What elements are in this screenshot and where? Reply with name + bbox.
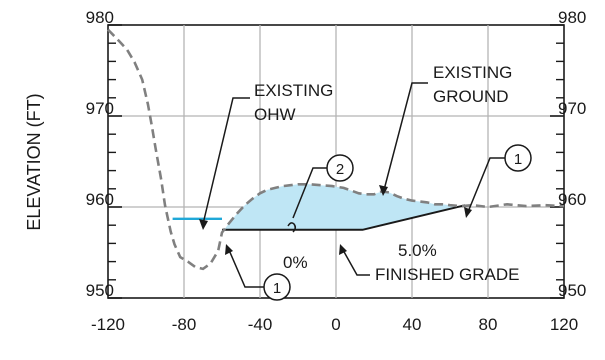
zero-percent-label: 0% xyxy=(283,253,308,272)
existing-ground-arrowhead xyxy=(379,185,388,196)
callout-1-lower-arrowhead xyxy=(225,244,233,255)
existing-ohw-label-line2: OHW xyxy=(254,105,296,124)
y-tick-label-left: 970 xyxy=(86,99,114,118)
finished-grade-leader xyxy=(342,249,370,276)
x-tick-label: -40 xyxy=(248,315,273,334)
y-tick-label-right: 960 xyxy=(558,190,586,209)
finished-grade-label: FINISHED GRADE xyxy=(375,265,520,284)
y-tick-labels-left: 950 960 970 980 xyxy=(86,8,114,300)
grid-lines xyxy=(108,25,564,298)
existing-ground-line xyxy=(107,28,565,271)
y-tick-label-right: 970 xyxy=(558,99,586,118)
existing-ground-leader xyxy=(383,82,428,191)
callout-1-upper-arrowhead xyxy=(464,207,472,218)
existing-ohw-leader xyxy=(202,97,250,225)
y-tick-label-right: 950 xyxy=(558,281,586,300)
callout-1-upper-number: 1 xyxy=(514,151,522,168)
callout-1-upper: 1 xyxy=(464,144,532,218)
finished-grade-line xyxy=(222,204,466,231)
annotation-finished-grade: FINISHED GRADE xyxy=(339,244,520,284)
minor-ticks xyxy=(108,24,564,299)
x-tick-label: 80 xyxy=(479,315,498,334)
y-tick-labels-right: 950 960 970 980 xyxy=(558,8,586,300)
callout-1-upper-leader xyxy=(467,157,505,213)
existing-ground-label-line2: GROUND xyxy=(433,87,509,106)
callout-1-lower-number: 1 xyxy=(273,280,281,297)
x-tick-label: 0 xyxy=(331,315,340,334)
y-tick-label-left: 980 xyxy=(86,8,114,27)
annotation-existing-ohw: EXISTING OHW xyxy=(199,81,333,230)
existing-ohw-arrowhead xyxy=(199,219,208,230)
annotation-existing-ground: EXISTING GROUND xyxy=(379,63,512,196)
x-tick-label: -80 xyxy=(172,315,197,334)
x-tick-label: 120 xyxy=(550,315,578,334)
y-tick-label-left: 950 xyxy=(86,281,114,300)
existing-ohw-label-line1: EXISTING xyxy=(254,81,333,100)
existing-ground-label-line1: EXISTING xyxy=(433,63,512,82)
y-tick-label-right: 980 xyxy=(558,8,586,27)
callout-1-lower-leader xyxy=(228,249,264,288)
callout-2-leader xyxy=(292,167,327,219)
finished-grade-arrowhead xyxy=(339,244,347,255)
callout-2-number: 2 xyxy=(336,161,344,178)
callout-2: 2 xyxy=(287,154,354,233)
y-tick-label-left: 960 xyxy=(86,190,114,209)
five-percent-label: 5.0% xyxy=(398,241,437,260)
x-tick-labels: -120 -80 -40 0 40 80 120 xyxy=(91,315,578,334)
callout-1-lower: 1 xyxy=(225,244,291,301)
x-tick-label: 40 xyxy=(403,315,422,334)
fill-region xyxy=(222,184,466,233)
callout-2-squiggle xyxy=(287,222,297,233)
x-tick-label: -120 xyxy=(91,315,125,334)
y-axis-label: ELEVATION (FT) xyxy=(24,93,44,230)
